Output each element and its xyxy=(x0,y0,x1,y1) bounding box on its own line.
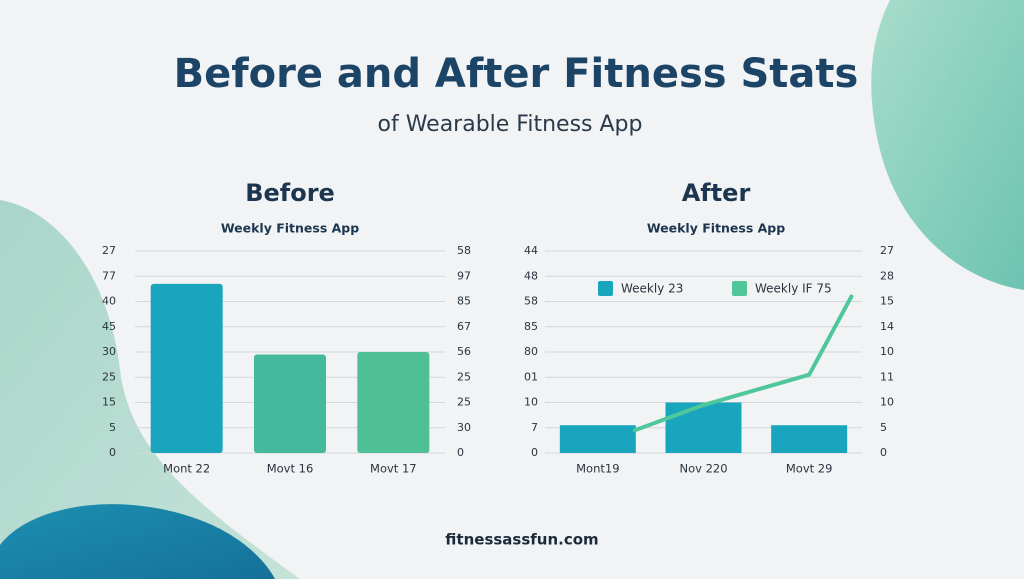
y-tick-label: 48 xyxy=(524,269,538,282)
footer: fitnessassfun.com xyxy=(445,531,598,549)
y2-tick-label: 67 xyxy=(457,320,471,333)
chart-title: Before xyxy=(245,179,335,207)
y-tick-label: 45 xyxy=(102,320,116,333)
bar xyxy=(150,283,223,453)
y2-tick-label: 14 xyxy=(880,320,894,333)
y2-tick-label: 10 xyxy=(880,345,894,358)
y-tick-label: 10 xyxy=(524,396,538,409)
y-tick-label: 27 xyxy=(102,244,116,257)
bar xyxy=(254,354,326,453)
y2-tick-label: 0 xyxy=(880,446,887,459)
y-tick-label: 15 xyxy=(102,396,116,409)
y-tick-label: 85 xyxy=(524,320,538,333)
x-tick-label: Nov 220 xyxy=(679,462,727,476)
legend-swatch xyxy=(598,281,613,296)
y-tick-label: 44 xyxy=(524,244,538,257)
y2-tick-label: 25 xyxy=(457,370,471,383)
decor-blob xyxy=(871,0,1024,290)
bar xyxy=(357,352,430,453)
chart-subtitle: Weekly Fitness App xyxy=(221,221,359,236)
y-tick-label: 5 xyxy=(109,421,116,434)
y-tick-label: 40 xyxy=(102,295,116,308)
x-tick-label: Movt 29 xyxy=(786,462,833,476)
y2-tick-label: 11 xyxy=(880,370,894,383)
x-tick-label: Mont 22 xyxy=(163,462,210,476)
y2-tick-label: 85 xyxy=(457,295,471,308)
y-tick-label: 30 xyxy=(102,345,116,358)
page-title: Before and After Fitness Stats xyxy=(174,51,859,97)
y-tick-label: 25 xyxy=(102,370,116,383)
y2-tick-label: 97 xyxy=(457,269,471,282)
y2-tick-label: 15 xyxy=(880,295,894,308)
y2-tick-label: 5 xyxy=(880,421,887,434)
y-tick-label: 0 xyxy=(109,446,116,459)
y-tick-label: 77 xyxy=(102,269,116,282)
legend-label: Weekly 23 xyxy=(621,282,683,296)
y2-tick-label: 0 xyxy=(457,446,464,459)
chart-subtitle: Weekly Fitness App xyxy=(647,221,785,236)
y2-tick-label: 25 xyxy=(457,396,471,409)
y-tick-label: 58 xyxy=(524,295,538,308)
x-tick-label: Mont19 xyxy=(576,462,619,476)
y2-tick-label: 56 xyxy=(457,345,471,358)
bar xyxy=(559,425,636,453)
legend-swatch xyxy=(732,281,747,296)
y2-tick-label: 27 xyxy=(880,244,894,257)
chart-title: After xyxy=(682,179,751,207)
decor-blob xyxy=(0,504,275,579)
y-tick-label: 80 xyxy=(524,345,538,358)
x-tick-label: Movt 16 xyxy=(267,462,314,476)
y-tick-label: 7 xyxy=(531,421,538,434)
x-tick-label: Movt 17 xyxy=(370,462,417,476)
decor-blob xyxy=(0,200,300,579)
y-tick-label: 0 xyxy=(531,446,538,459)
y2-tick-label: 58 xyxy=(457,244,471,257)
y2-tick-label: 10 xyxy=(880,396,894,409)
line-series xyxy=(632,294,854,433)
y2-tick-label: 30 xyxy=(457,421,471,434)
bar xyxy=(771,425,848,453)
y2-tick-label: 28 xyxy=(880,269,894,282)
y-tick-label: 01 xyxy=(524,370,538,383)
page-subtitle: of Wearable Fitness App xyxy=(378,112,643,137)
legend-label: Weekly IF 75 xyxy=(755,282,832,296)
bar xyxy=(665,402,742,453)
